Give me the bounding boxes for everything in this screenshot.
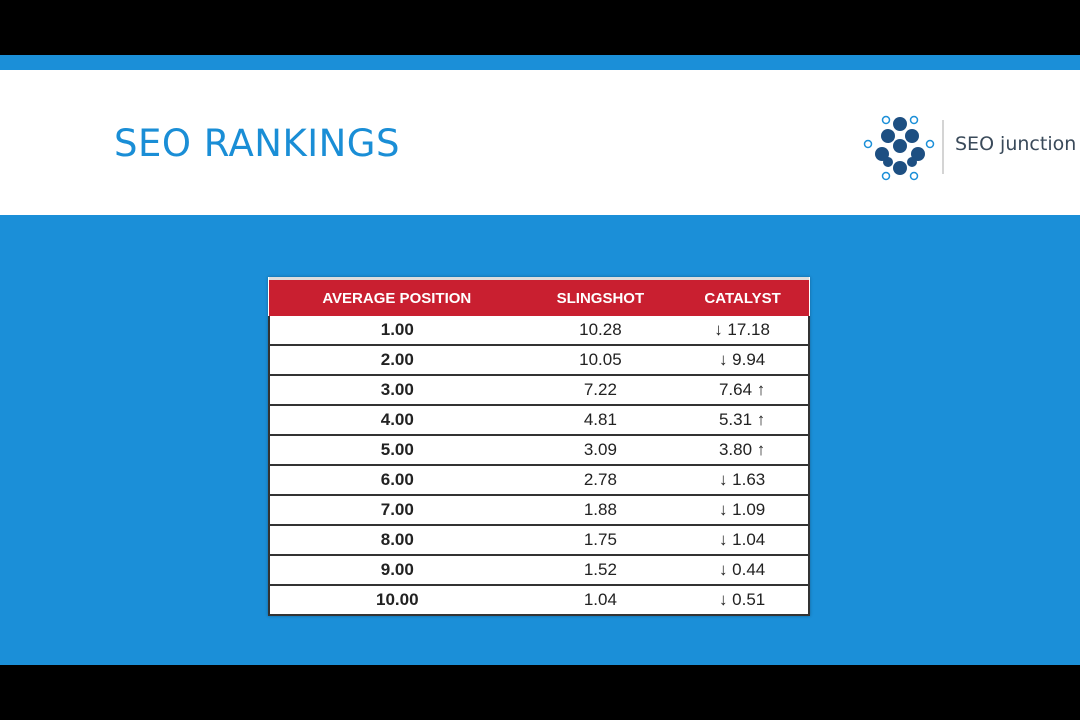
table-cell: 7.22 xyxy=(524,375,677,406)
table-cell: 3.00 xyxy=(268,375,525,406)
table-cell: ↓ 1.09 xyxy=(676,495,810,526)
table-cell: ↓ 0.44 xyxy=(676,555,810,586)
table-row: 1.00 10.28 ↓ 17.18 xyxy=(268,316,810,346)
table-cell: ↓ 17.18 xyxy=(676,316,810,346)
logo-text: SEO junction xyxy=(955,133,1077,155)
table-cell: ↓ 1.04 xyxy=(676,525,810,556)
table-row: 3.00 7.22 7.64 ↑ xyxy=(268,375,810,406)
table-cell: 7.00 xyxy=(268,495,525,526)
table-cell: 3.80 ↑ xyxy=(676,435,810,466)
header-bar: SEO RANKINGS SEO junction xyxy=(0,70,1080,215)
table-cell: ↓ 0.51 xyxy=(676,585,810,616)
table-cell: 10.00 xyxy=(268,585,525,616)
table-cell: 1.00 xyxy=(268,316,525,346)
table-cell: 10.05 xyxy=(524,345,677,376)
column-header: AVERAGE POSITION xyxy=(269,277,525,316)
table-cell: 1.04 xyxy=(524,585,677,616)
table-cell: 10.28 xyxy=(524,316,677,346)
header-row: AVERAGE POSITION SLINGSHOT CATALYST xyxy=(269,277,809,316)
logo xyxy=(863,115,944,181)
table-cell: 1.52 xyxy=(524,555,677,586)
table-cell: ↓ 9.94 xyxy=(676,345,810,376)
table-row: 8.00 1.75 ↓ 1.04 xyxy=(268,525,810,556)
table-row: 9.00 1.52 ↓ 0.44 xyxy=(268,555,810,586)
table-card: AVERAGE POSITION SLINGSHOT CATALYST 1.00 10… xyxy=(268,277,810,616)
table-cell: 5.31 ↑ xyxy=(676,405,810,436)
table-row: 6.00 2.78 ↓ 1.63 xyxy=(268,465,810,496)
table-row: 10.00 1.04 ↓ 0.51 xyxy=(268,585,810,616)
table-row: 2.00 10.05 ↓ 9.94 xyxy=(268,345,810,376)
table-cell: 8.00 xyxy=(268,525,525,556)
slide-title: SEO RANKINGS xyxy=(114,122,400,165)
table-cell: 5.00 xyxy=(268,435,525,466)
table-cell: 4.81 xyxy=(524,405,677,436)
table-cell: 2.78 xyxy=(524,465,677,496)
slide: SEO RANKINGS SEO junction AVERAGE POSITI… xyxy=(0,55,1080,665)
table-cell: 9.00 xyxy=(268,555,525,586)
table-cell: ↓ 1.63 xyxy=(676,465,810,496)
table-cell: 7.64 ↑ xyxy=(676,375,810,406)
column-header: SLINGSHOT xyxy=(524,277,677,316)
column-header: CATALYST xyxy=(676,277,809,316)
table-cell: 1.88 xyxy=(524,495,677,526)
table-cell: 1.75 xyxy=(524,525,677,556)
table-cell: 2.00 xyxy=(268,345,525,376)
table-row: 7.00 1.88 ↓ 1.09 xyxy=(268,495,810,526)
table-row: 4.00 4.81 5.31 ↑ xyxy=(268,405,810,436)
table-cell: 6.00 xyxy=(268,465,525,496)
table-cell: 3.09 xyxy=(524,435,677,466)
rankings-table: AVERAGE POSITION SLINGSHOT CATALYST 1.00 10… xyxy=(268,277,810,616)
table-row: 5.00 3.09 3.80 ↑ xyxy=(268,435,810,466)
table-cell: 4.00 xyxy=(268,405,525,436)
